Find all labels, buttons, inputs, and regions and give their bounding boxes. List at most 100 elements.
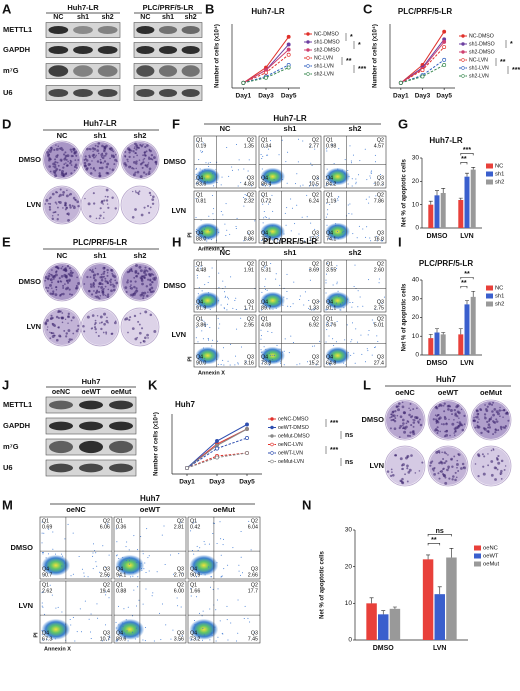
colony-dot: [493, 421, 495, 424]
colony-dot: [95, 331, 97, 334]
flow-dot: [117, 639, 119, 641]
quadrant-name: Q2: [377, 316, 384, 322]
flow-dot: [325, 309, 327, 311]
colony-dot: [53, 324, 56, 327]
colony-dot: [72, 196, 76, 200]
colony-dot: [445, 429, 448, 433]
colony-dot: [389, 416, 391, 419]
flow-dot: [260, 302, 262, 304]
flow-dot: [208, 543, 210, 545]
flow-dot: [245, 361, 247, 363]
legend-marker: [270, 451, 274, 455]
quadrant-name: Q1: [116, 582, 123, 588]
colony-dot: [394, 417, 397, 420]
flow-dot: [251, 185, 253, 187]
colony-dot: [457, 425, 461, 428]
colony-dot: [416, 407, 418, 410]
flow-cloud: [189, 618, 219, 640]
colony-dot: [99, 315, 103, 319]
colony-dot: [135, 274, 139, 278]
flow-dot: [260, 329, 262, 331]
colony-dot: [477, 413, 480, 415]
colony-dot: [390, 413, 393, 415]
colony-dot: [154, 276, 157, 280]
colony-dot: [402, 427, 404, 430]
colony-dot: [94, 267, 97, 270]
flow-dot: [47, 553, 49, 555]
colony-dot: [397, 408, 401, 412]
colony-dot: [69, 192, 72, 196]
colony-dot: [451, 465, 454, 468]
colony-dot: [399, 424, 403, 428]
flow-dot: [379, 174, 381, 176]
bar: [434, 594, 445, 640]
flow-dot: [51, 638, 53, 640]
flow-dot: [136, 561, 138, 563]
colony-dot: [46, 290, 49, 292]
blot-row-label: METTL1: [3, 25, 32, 34]
flow-dot: [55, 553, 57, 555]
flow-dot: [118, 605, 120, 607]
colony-dot: [458, 417, 460, 419]
colony-dot: [130, 293, 133, 297]
colony-dot: [391, 473, 395, 477]
colony-dot: [409, 409, 412, 412]
significance-label: ***: [512, 67, 520, 74]
colony-dot: [86, 147, 89, 151]
colony-dot: [59, 294, 62, 297]
colony-dot: [67, 214, 70, 216]
colony-dot: [60, 160, 63, 162]
colony-dot: [91, 314, 95, 317]
flow-dot: [241, 346, 243, 348]
colony-dot: [442, 423, 445, 426]
flow-dot: [209, 639, 211, 641]
flow-dot: [265, 296, 267, 298]
flow-dot: [49, 634, 51, 636]
colony-dot: [474, 463, 477, 465]
flow-dot: [341, 169, 343, 171]
flow-dot: [331, 144, 333, 146]
colony-dot: [48, 272, 51, 275]
flow-dot: [45, 557, 47, 559]
colony-dot: [73, 205, 76, 207]
flow-dot: [261, 231, 263, 233]
colony-dot: [139, 269, 143, 273]
colony-dot: [410, 424, 413, 427]
flow-dot: [118, 628, 120, 630]
blot-band: [73, 65, 93, 77]
x-tick-label: DMSO: [373, 645, 395, 652]
legend-label: sh1: [495, 294, 504, 300]
colony-dot: [448, 418, 450, 421]
quadrant-name: Q1: [261, 192, 268, 198]
colony-dot: [48, 157, 51, 160]
legend-label: oeNC: [483, 546, 498, 552]
error-bar: [458, 328, 463, 335]
colony-dot: [116, 160, 118, 163]
colony-dot: [406, 464, 409, 468]
colony-dot: [503, 409, 506, 412]
colony-dot: [109, 157, 111, 160]
colony-dot: [493, 407, 497, 411]
colony-dot: [74, 287, 78, 290]
colony-dot: [93, 167, 95, 169]
colony-dot: [86, 315, 90, 319]
colony-dot: [93, 147, 97, 151]
flow-dot: [378, 282, 380, 284]
blot-band: [97, 65, 118, 77]
colony-dot: [89, 172, 93, 175]
flow-dot: [209, 308, 211, 310]
flow-dot: [218, 300, 220, 302]
flow-dot: [264, 176, 266, 178]
flow-dot: [355, 183, 357, 185]
colony-dot: [65, 279, 69, 283]
flow-dot: [115, 528, 117, 530]
colony-dot: [44, 276, 48, 279]
colony-dot: [144, 164, 147, 167]
flow-dot: [353, 352, 355, 354]
flow-dot: [92, 552, 94, 554]
flow-dot: [355, 328, 357, 330]
flow-dot: [119, 568, 121, 570]
bar: [422, 559, 434, 640]
flow-dot: [148, 570, 150, 572]
